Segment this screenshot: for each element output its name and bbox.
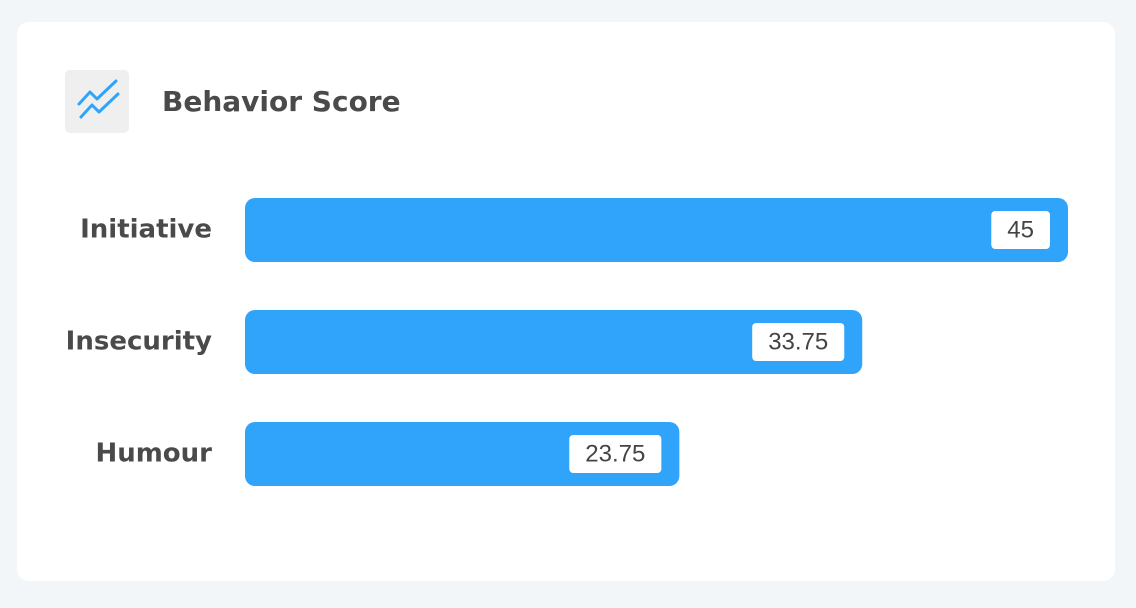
value-label: 45 [1007,216,1034,243]
value-label: 33.75 [768,328,828,355]
category-label: Humour [95,439,212,469]
bar [245,310,863,374]
value-label-box [569,435,662,473]
value-label-box [991,211,1050,249]
icon [65,70,129,133]
category-label: Initiative [80,215,212,245]
category-label: Insecurity [66,327,212,357]
chart-title: Behavior Score [162,85,401,118]
value-label: 23.75 [585,440,645,467]
bar [245,198,1068,262]
value-label-box [752,323,845,361]
